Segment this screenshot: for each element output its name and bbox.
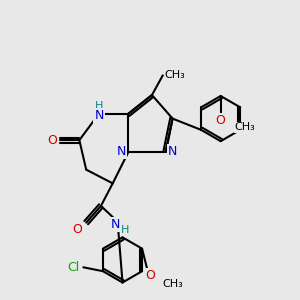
Text: CH₃: CH₃ — [163, 279, 183, 289]
Text: O: O — [216, 114, 226, 127]
Text: O: O — [47, 134, 57, 147]
Text: N: N — [94, 109, 104, 122]
Text: CH₃: CH₃ — [234, 122, 255, 132]
Text: N: N — [117, 146, 126, 158]
Text: O: O — [145, 268, 155, 282]
Text: H: H — [95, 101, 103, 111]
Text: Cl: Cl — [68, 261, 80, 274]
Text: CH₃: CH₃ — [165, 70, 185, 80]
Text: N: N — [168, 146, 177, 158]
Text: N: N — [111, 218, 120, 231]
Text: O: O — [72, 223, 82, 236]
Text: H: H — [121, 224, 130, 235]
